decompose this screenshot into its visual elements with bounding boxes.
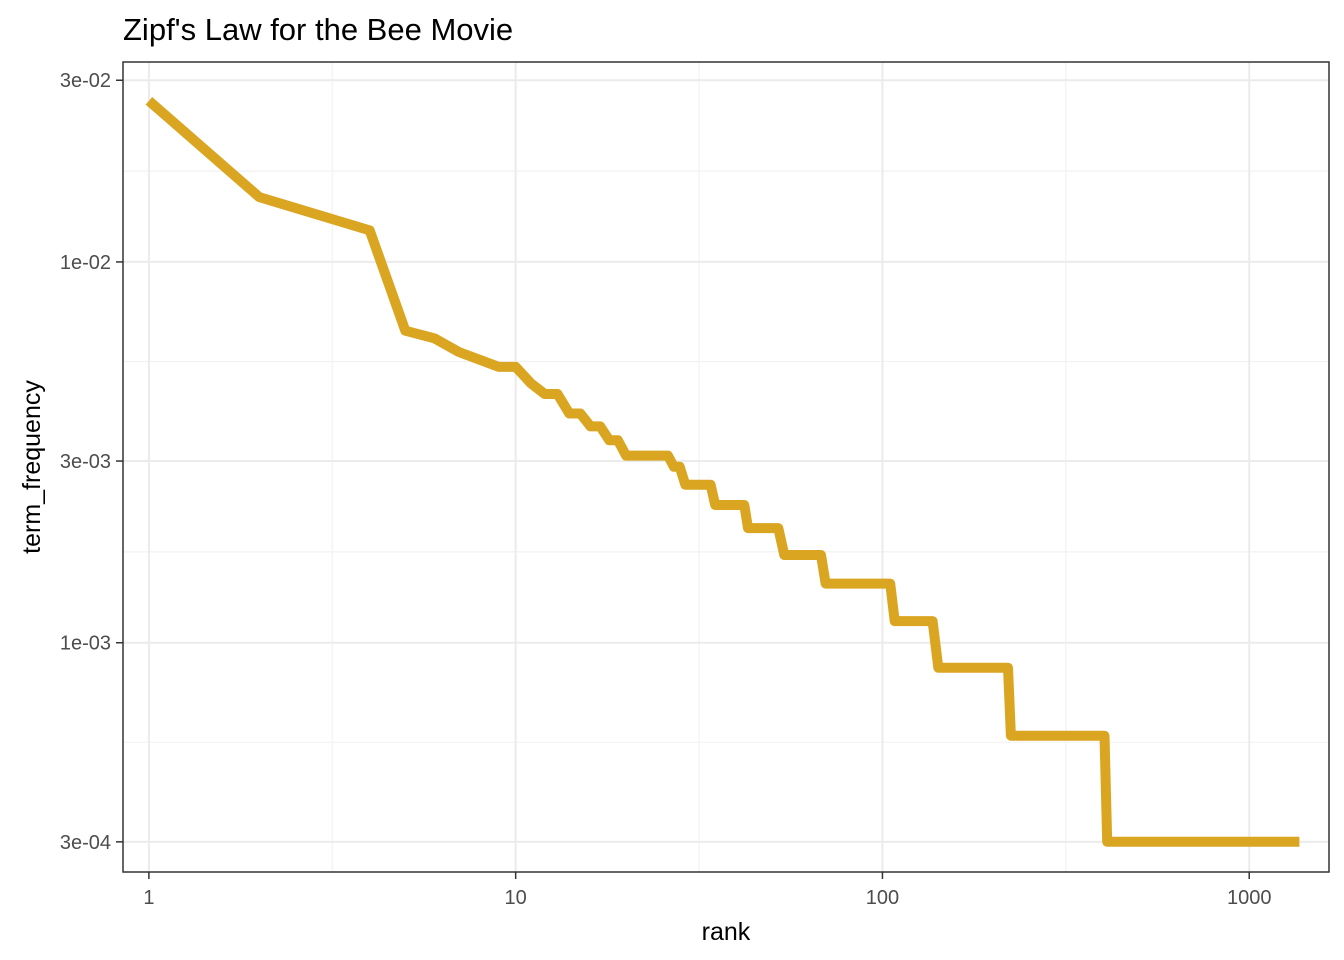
minor-gridlines <box>123 62 1329 872</box>
series-layer <box>145 97 1300 847</box>
y-tick-label: 3e-02 <box>60 70 111 92</box>
y-tick-label: 3e-04 <box>60 832 111 854</box>
y-tick-label: 3e-03 <box>60 451 111 473</box>
x-tick-label: 1000 <box>1227 887 1272 909</box>
major-gridlines <box>123 62 1329 872</box>
x-axis: 1 10 100 1000 <box>143 872 1271 909</box>
y-tick-label: 1e-02 <box>60 252 111 274</box>
x-tick-label: 10 <box>505 887 527 909</box>
chart-title: Zipf's Law for the Bee Movie <box>123 12 513 47</box>
x-tick-label: 100 <box>866 887 899 909</box>
y-axis: 3e-04 1e-03 3e-03 1e-02 3e-02 <box>60 70 123 854</box>
x-tick-label: 1 <box>143 887 154 909</box>
x-axis-title: rank <box>702 918 751 946</box>
plot-border <box>122 61 1330 873</box>
y-tick-label: 1e-03 <box>60 633 111 655</box>
series-line <box>145 97 1300 847</box>
y-axis-title: term_frequency <box>18 380 46 554</box>
